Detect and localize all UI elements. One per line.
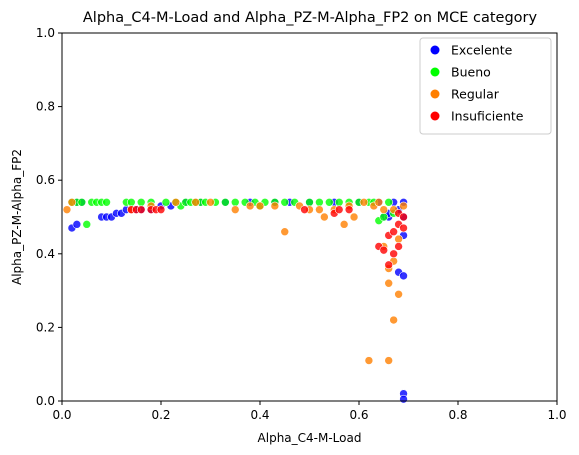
legend: Excelente Bueno Regular Insuficiente [419, 37, 552, 135]
point-insuficiente-19 [399, 212, 408, 222]
point-bueno-12 [161, 197, 171, 207]
point-bueno-32 [324, 197, 334, 207]
point-bueno-3 [82, 220, 92, 229]
point-insuficiente-6 [300, 205, 309, 214]
point-bueno-7 [102, 197, 111, 207]
point-bueno-2 [77, 197, 87, 207]
point-insuficiente-14 [389, 249, 398, 259]
point-insuficiente-11 [379, 245, 389, 255]
x-tick-label: 1.0 [547, 408, 566, 422]
legend-marker-regular [430, 89, 440, 99]
y-tick-label: 0.4 [36, 247, 55, 261]
point-regular-8 [245, 201, 255, 211]
x-tick-label: 0.4 [250, 408, 269, 422]
legend-marker-bueno [430, 67, 440, 77]
point-insuficiente-5 [156, 205, 166, 214]
x-axis-label: Alpha_C4-M-Load [258, 431, 362, 445]
point-regular-9 [255, 201, 265, 211]
y-tick-label: 1.0 [36, 26, 55, 40]
point-regular-20 [359, 197, 369, 207]
point-excelente-1 [72, 220, 82, 229]
points-layer [62, 197, 408, 404]
point-bueno-21 [221, 197, 230, 207]
point-bueno-39 [379, 212, 389, 222]
legend-label-excelente: Excelente [451, 43, 513, 58]
point-regular-10 [270, 201, 280, 211]
point-regular-4 [171, 197, 181, 207]
point-regular-34 [399, 201, 408, 211]
y-tick-label: 0.6 [36, 173, 55, 187]
legend-label-regular: Regular [451, 87, 500, 102]
point-regular-6 [206, 197, 215, 207]
point-regular-15 [320, 212, 329, 222]
legend-box [419, 37, 552, 135]
y-tick-label: 0.0 [36, 394, 55, 408]
x-tick-label: 0.0 [52, 408, 71, 422]
point-excelente-34 [399, 271, 408, 281]
point-excelente-36 [399, 394, 408, 404]
point-insuficiente-9 [344, 205, 354, 214]
point-regular-23 [374, 197, 384, 207]
y-axis-ticks: 0.0 0.2 0.4 0.6 0.8 1.0 [36, 26, 62, 408]
point-regular-14 [315, 205, 324, 214]
point-regular-30 [389, 315, 398, 325]
x-tick-label: 0.6 [349, 408, 368, 422]
legend-label-bueno: Bueno [451, 65, 491, 80]
x-tick-label: 0.2 [151, 408, 170, 422]
y-axis-label: Alpha_PZ-M-Alpha_FP2 [10, 149, 24, 285]
point-bueno-33 [334, 197, 344, 207]
legend-marker-excelente [430, 45, 440, 55]
plot-frame [61, 32, 558, 402]
point-bueno-40 [384, 197, 394, 207]
point-bueno-31 [315, 197, 324, 207]
x-axis-ticks: 0.0 0.2 0.4 0.6 0.8 1.0 [52, 401, 567, 422]
point-insuficiente-15 [389, 227, 398, 237]
point-regular-0 [62, 205, 72, 214]
point-insuficiente-20 [399, 223, 408, 233]
chart-title: Alpha_C4-M-Load and Alpha_PZ-M-Alpha_FP2… [83, 10, 538, 26]
point-regular-1 [67, 197, 77, 207]
point-insuficiente-8 [334, 205, 344, 214]
point-regular-5 [191, 197, 200, 207]
x-tick-label: 0.8 [448, 408, 467, 422]
y-tick-label: 0.8 [36, 100, 55, 114]
legend-marker-insuficiente [430, 111, 440, 121]
point-regular-32 [394, 289, 403, 299]
point-regular-7 [230, 205, 240, 214]
point-bueno-22 [230, 197, 240, 207]
point-regular-27 [384, 278, 394, 288]
point-bueno-30 [305, 197, 314, 207]
point-bueno-9 [127, 197, 136, 207]
point-insuficiente-2 [136, 205, 146, 214]
y-tick-label: 0.2 [36, 320, 55, 334]
point-regular-21 [364, 356, 374, 365]
point-regular-19 [349, 212, 359, 222]
point-regular-25 [379, 205, 389, 214]
legend-label-insuficiente: Insuficiente [451, 109, 524, 124]
point-insuficiente-16 [394, 242, 403, 251]
point-regular-33 [394, 234, 403, 244]
point-bueno-10 [136, 197, 146, 207]
point-bueno-28 [280, 197, 290, 207]
point-regular-11 [280, 227, 290, 237]
point-insuficiente-12 [384, 260, 394, 270]
point-regular-17 [339, 220, 349, 229]
point-regular-28 [384, 356, 394, 365]
